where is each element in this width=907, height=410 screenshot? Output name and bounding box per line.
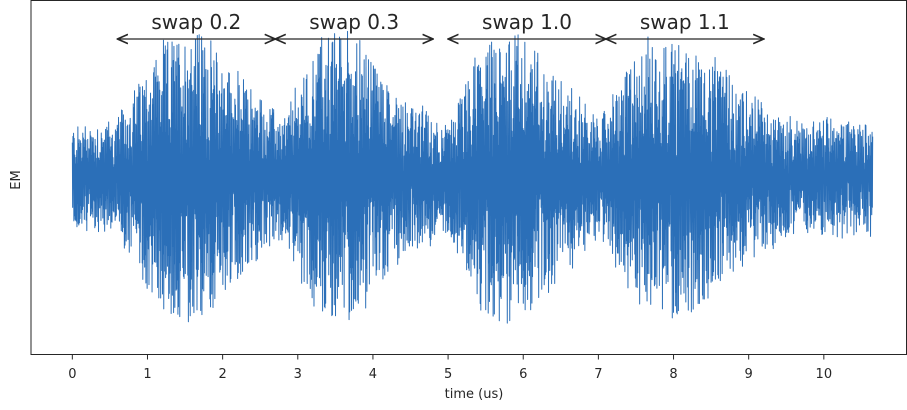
x-tick-label: 3	[294, 367, 302, 382]
x-tick-label: 4	[369, 367, 377, 382]
x-tick-label: 6	[519, 367, 527, 382]
em-signal-line	[71, 30, 874, 324]
x-tick-label: 5	[444, 367, 452, 382]
em-signal-series	[71, 30, 874, 324]
x-tick-label: 2	[218, 367, 226, 382]
x-tick-label: 0	[68, 367, 76, 382]
annotation-label: swap 0.2	[151, 10, 241, 34]
x-tick-label: 10	[816, 367, 833, 382]
x-axis-ticks: 0 1 2 3 4 5 6 7 8 9 10	[68, 354, 833, 382]
x-axis-label: time (us)	[445, 387, 504, 402]
x-tick-label: 1	[143, 367, 151, 382]
swap-annotations: swap 0.2 swap 0.3 swap 1.0 swap 1.1	[117, 10, 763, 39]
annotation-label: swap 1.1	[640, 10, 730, 34]
annotation-label: swap 1.0	[482, 10, 572, 34]
x-tick-label: 7	[594, 367, 602, 382]
x-tick-label: 9	[745, 367, 753, 382]
x-tick-label: 8	[669, 367, 677, 382]
annotation-label: swap 0.3	[309, 10, 399, 34]
y-axis-label: EM	[9, 170, 24, 189]
